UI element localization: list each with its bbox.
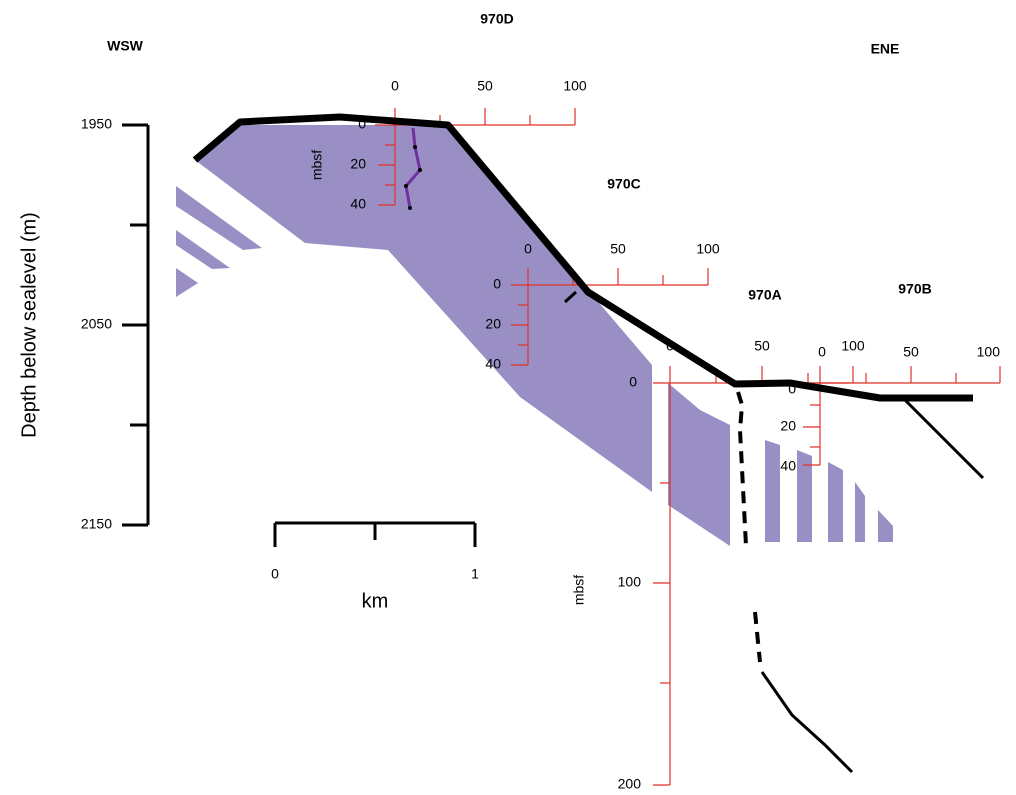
- site-tick: 40: [350, 196, 366, 212]
- scale-unit: km: [362, 590, 389, 612]
- site-tick: 20: [780, 418, 796, 434]
- site-name: 970A: [748, 287, 781, 303]
- site-name: 970D: [480, 11, 513, 27]
- site-tick: 0: [524, 241, 532, 257]
- depth-axis: [122, 125, 148, 525]
- depth-label: Depth below sealevel (m): [18, 212, 40, 438]
- site-tick: 50: [903, 344, 919, 360]
- site-tick: 50: [610, 241, 626, 257]
- site-tick: 200: [618, 776, 642, 792]
- site-tick: 100: [977, 344, 1001, 360]
- site-tick: 0: [666, 338, 674, 354]
- depth-tick: 2050: [81, 316, 112, 332]
- sediment: [176, 125, 893, 546]
- site-tick: 100: [563, 78, 587, 94]
- site-tick: 100: [618, 574, 642, 590]
- site-tick: 0: [358, 116, 366, 132]
- site-tick: 20: [350, 156, 366, 172]
- site-tick: 100: [696, 241, 720, 257]
- scale-tick: 1: [471, 566, 479, 582]
- site-tick: 0: [629, 374, 637, 390]
- log-970A: [755, 612, 760, 662]
- site-tick: 0: [391, 78, 399, 94]
- log-970A: [762, 672, 852, 772]
- log-970A: [738, 392, 746, 546]
- log-970B: [905, 400, 983, 478]
- site-tick: 0: [788, 381, 796, 397]
- depth-unit: mbsf: [571, 575, 587, 605]
- site-tick: 100: [841, 338, 865, 354]
- cross-section: 1950 2050 2150 Depth below sealevel (m) …: [0, 0, 1016, 795]
- depth-unit: mbsf: [309, 150, 325, 180]
- site-tick: 40: [780, 458, 796, 474]
- site-tick: 20: [485, 316, 501, 332]
- scale-bar: [275, 523, 475, 547]
- depth-tick: 2150: [81, 516, 112, 532]
- site-970B-axes: [803, 366, 1000, 465]
- site-tick: 0: [493, 276, 501, 292]
- depth-tick: 1950: [81, 116, 112, 132]
- direction-label: ENE: [871, 41, 900, 57]
- scale-tick: 0: [271, 566, 279, 582]
- site-tick: 40: [485, 356, 501, 372]
- site-tick: 50: [477, 78, 493, 94]
- site-name: 970C: [607, 176, 640, 192]
- site-name: 970B: [898, 281, 931, 297]
- site-tick: 50: [754, 338, 770, 354]
- direction-label: WSW: [107, 38, 144, 54]
- site-tick: 0: [818, 344, 826, 360]
